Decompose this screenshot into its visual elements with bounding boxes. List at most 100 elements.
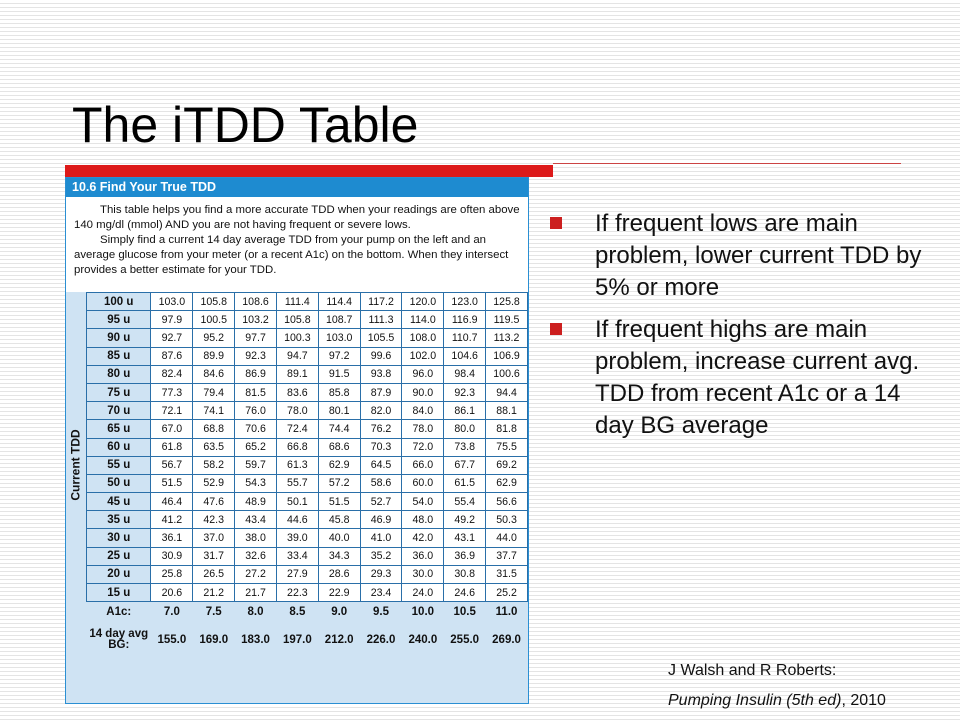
table-description: This table helps you find a more accurat… — [74, 203, 522, 278]
a1c-value: 8.0 — [234, 601, 277, 624]
table-cell: 82.4 — [150, 364, 194, 384]
table-cell: 88.1 — [485, 401, 528, 421]
table-cell: 83.6 — [275, 382, 319, 403]
a1c-value: 10.5 — [443, 601, 487, 624]
table-cell: 84.0 — [401, 401, 445, 421]
table-cell: 55.7 — [275, 473, 319, 494]
table-cell: 102.0 — [401, 346, 445, 366]
table-cell: 87.9 — [359, 382, 403, 403]
table-cell: 50.1 — [275, 492, 319, 512]
table-cell: 67.7 — [443, 455, 487, 475]
table-cell: 74.1 — [192, 401, 236, 421]
table-cell: 27.9 — [275, 564, 319, 585]
row-label: 15 u — [85, 582, 152, 603]
table-cell: 92.3 — [443, 382, 487, 403]
row-label: 90 u — [85, 328, 152, 348]
a1c-row: A1c: 7.0 7.5 8.0 8.5 9.0 9.5 10.0 10.5 11.0 — [85, 601, 528, 624]
table-cell: 35.2 — [359, 546, 403, 566]
table-cell: 85.8 — [317, 382, 361, 403]
table-cell: 100.5 — [192, 310, 236, 330]
table-cell: 82.0 — [359, 401, 403, 421]
table-cell: 70.6 — [234, 419, 277, 439]
table-row: 20 u 25.8 26.5 27.2 27.9 28.6 29.3 30.0 30.8 31.5 — [85, 564, 528, 585]
row-label: 50 u — [85, 473, 152, 494]
table-row: 35 u 41.2 42.3 43.4 44.6 45.8 46.9 48.0 49.2 50.3 — [85, 510, 528, 530]
table-cell: 92.7 — [150, 328, 194, 348]
table-cell: 79.4 — [192, 382, 236, 403]
a1c-value: 7.5 — [192, 601, 236, 624]
table-cell: 76.0 — [234, 401, 277, 421]
table-cell: 72.1 — [150, 401, 194, 421]
slide-title: The iTDD Table — [72, 97, 419, 153]
table-cell: 36.0 — [401, 546, 445, 566]
title-accent-bar — [65, 165, 553, 177]
table-cell: 87.6 — [150, 346, 194, 366]
a1c-value: 9.5 — [359, 601, 403, 624]
avg-bg-value: 212.0 — [317, 622, 361, 659]
table-cell: 94.7 — [275, 346, 319, 366]
table-cell: 76.2 — [359, 419, 403, 439]
table-cell: 52.9 — [192, 473, 236, 494]
table-cell: 22.3 — [275, 582, 319, 603]
table-cell: 43.1 — [443, 528, 487, 548]
table-row: 100 u 103.0 105.8 108.6 111.4 114.4 117.2 120.0… — [85, 291, 528, 312]
table-cell: 108.0 — [401, 328, 445, 348]
table-cell: 108.6 — [234, 291, 277, 312]
table-cell: 44.6 — [275, 510, 319, 530]
table-cell: 106.9 — [485, 346, 528, 366]
table-cell: 36.9 — [443, 546, 487, 566]
table-cell: 44.0 — [485, 528, 528, 548]
row-label: 35 u — [85, 510, 152, 530]
table-cell: 61.3 — [275, 455, 319, 475]
table-cell: 25.2 — [485, 582, 528, 603]
current-tdd-label-container: Current TDD — [66, 292, 86, 638]
avg-bg-value: 183.0 — [234, 622, 277, 659]
citation-book-line: Pumping Insulin (5th ed), 2010 — [668, 686, 886, 716]
table-cell: 95.2 — [192, 328, 236, 348]
table-cell: 81.5 — [234, 382, 277, 403]
table-cell: 62.9 — [317, 455, 361, 475]
row-label: 75 u — [85, 382, 152, 403]
table-cell: 89.1 — [275, 364, 319, 384]
table-cell: 68.8 — [192, 419, 236, 439]
table-cell: 66.0 — [401, 455, 445, 475]
row-label: 85 u — [85, 346, 152, 366]
table-cell: 33.4 — [275, 546, 319, 566]
table-description-line-2: Simply find a current 14 day average TDD… — [74, 234, 509, 276]
avg-bg-label: 14 day avg BG: — [85, 622, 152, 659]
table-cell: 114.0 — [401, 310, 445, 330]
table-cell: 31.5 — [485, 564, 528, 585]
table-cell: 114.4 — [317, 291, 361, 312]
table-row: 85 u 87.6 89.9 92.3 94.7 97.2 99.6 102.0 104.6 10… — [85, 346, 528, 366]
table-row: 90 u 92.7 95.2 97.7 100.3 103.0 105.5 108.0 110.… — [85, 328, 528, 348]
table-cell: 37.7 — [485, 546, 528, 566]
table-cell: 49.2 — [443, 510, 487, 530]
table-cell: 67.0 — [150, 419, 194, 439]
table-cell: 70.3 — [359, 437, 403, 457]
table-cell: 56.6 — [485, 492, 528, 512]
bullet-text: If frequent lows are main problem, lower… — [595, 210, 922, 301]
table-cell: 36.1 — [150, 528, 194, 548]
table-header: 10.6 Find Your True TDD — [66, 178, 528, 197]
table-cell: 25.8 — [150, 564, 194, 585]
table-cell: 119.5 — [485, 310, 528, 330]
current-tdd-label: Current TDD — [69, 429, 83, 501]
table-cell: 68.6 — [317, 437, 361, 457]
table-cell: 24.0 — [401, 582, 445, 603]
table-cell: 51.5 — [150, 473, 194, 494]
table-cell: 22.9 — [317, 582, 361, 603]
table-cell: 117.2 — [359, 291, 403, 312]
table-cell: 38.0 — [234, 528, 277, 548]
table-cell: 96.0 — [401, 364, 445, 384]
table-cell: 91.5 — [317, 364, 361, 384]
table-cell: 69.2 — [485, 455, 528, 475]
table-cell: 116.9 — [443, 310, 487, 330]
table-cell: 46.9 — [359, 510, 403, 530]
table-cell: 74.4 — [317, 419, 361, 439]
avg-bg-value: 255.0 — [443, 622, 487, 659]
table-cell: 97.9 — [150, 310, 194, 330]
table-cell: 103.0 — [150, 291, 194, 312]
table-cell: 42.3 — [192, 510, 236, 530]
table-cell: 43.4 — [234, 510, 277, 530]
table-cell: 100.6 — [485, 364, 528, 384]
